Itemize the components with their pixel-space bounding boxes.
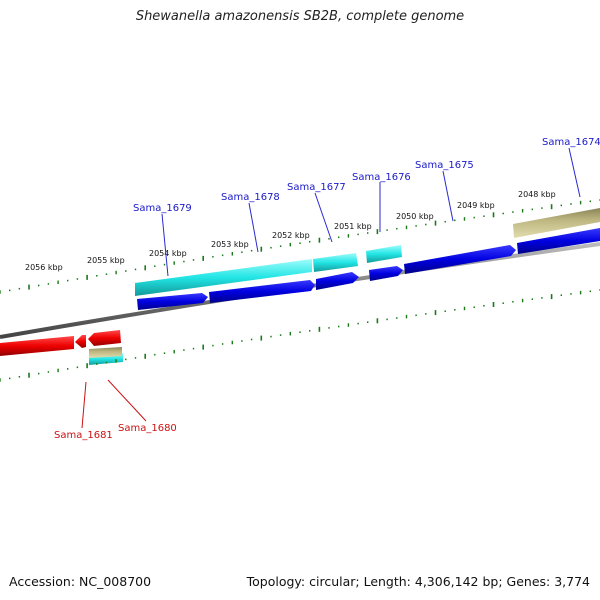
- gene-arrow-sama-1674[interactable]: [517, 228, 600, 254]
- gene-arrow-sama-1677[interactable]: [316, 272, 359, 290]
- kbp-label-2050: 2050 kbp: [396, 212, 434, 221]
- misc-feature-sama-1674[interactable]: [513, 208, 600, 238]
- gene-label-sama-1675[interactable]: Sama_1675: [415, 160, 474, 171]
- label-leader-lines: [161, 147, 581, 277]
- kbp-label-2048: 2048 kbp: [518, 190, 556, 199]
- cds-feature-sama-1677[interactable]: [313, 253, 358, 272]
- scale-ticks-top: [0, 199, 600, 294]
- gene-label-sama-1676[interactable]: Sama_1676: [352, 172, 411, 183]
- scale-ticks-bottom: [0, 289, 600, 382]
- misc-feature-sama-1680[interactable]: [89, 347, 122, 358]
- gene-arrow-sama-1681b[interactable]: [75, 335, 86, 348]
- kbp-label-2051: 2051 kbp: [334, 222, 372, 231]
- kbp-label-2055: 2055 kbp: [87, 256, 125, 265]
- gene-arrow-sama-1676[interactable]: [369, 266, 403, 281]
- gene-label-sama-1679[interactable]: Sama_1679: [133, 203, 192, 214]
- kbp-label-2054: 2054 kbp: [149, 249, 187, 258]
- gene-label-sama-1678[interactable]: Sama_1678: [221, 192, 280, 203]
- kbp-label-2052: 2052 kbp: [272, 231, 310, 240]
- gene-arrow-sama-1675[interactable]: [404, 245, 516, 274]
- cds-feature-sama-1676[interactable]: [366, 245, 402, 263]
- gene-arrow-sama-1680-red[interactable]: [88, 330, 121, 346]
- cds-feature-sama-1679-1678[interactable]: [135, 259, 312, 296]
- kbp-label-2049: 2049 kbp: [457, 201, 495, 210]
- gene-label-sama-1681[interactable]: Sama_1681: [54, 430, 113, 441]
- gene-label-sama-1680[interactable]: Sama_1680: [118, 423, 177, 434]
- gene-label-sama-1677[interactable]: Sama_1677: [287, 182, 346, 193]
- gene-arrow-sama-1681[interactable]: [0, 336, 74, 356]
- kbp-label-2053: 2053 kbp: [211, 240, 249, 249]
- reverse-leader-lines: [81, 379, 147, 429]
- map-title: Shewanella amazonensis SB2B, complete ge…: [135, 9, 465, 24]
- gene-label-sama-1674[interactable]: Sama_1674: [542, 137, 600, 148]
- gene-arrow-sama-1679[interactable]: [137, 293, 208, 310]
- genome-summary-text: Topology: circular; Length: 4,306,142 bp…: [246, 574, 590, 589]
- kbp-label-2056: 2056 kbp: [25, 263, 63, 272]
- gene-arrow-sama-1678[interactable]: [209, 280, 315, 303]
- accession-text: Accession: NC_008700: [9, 574, 152, 589]
